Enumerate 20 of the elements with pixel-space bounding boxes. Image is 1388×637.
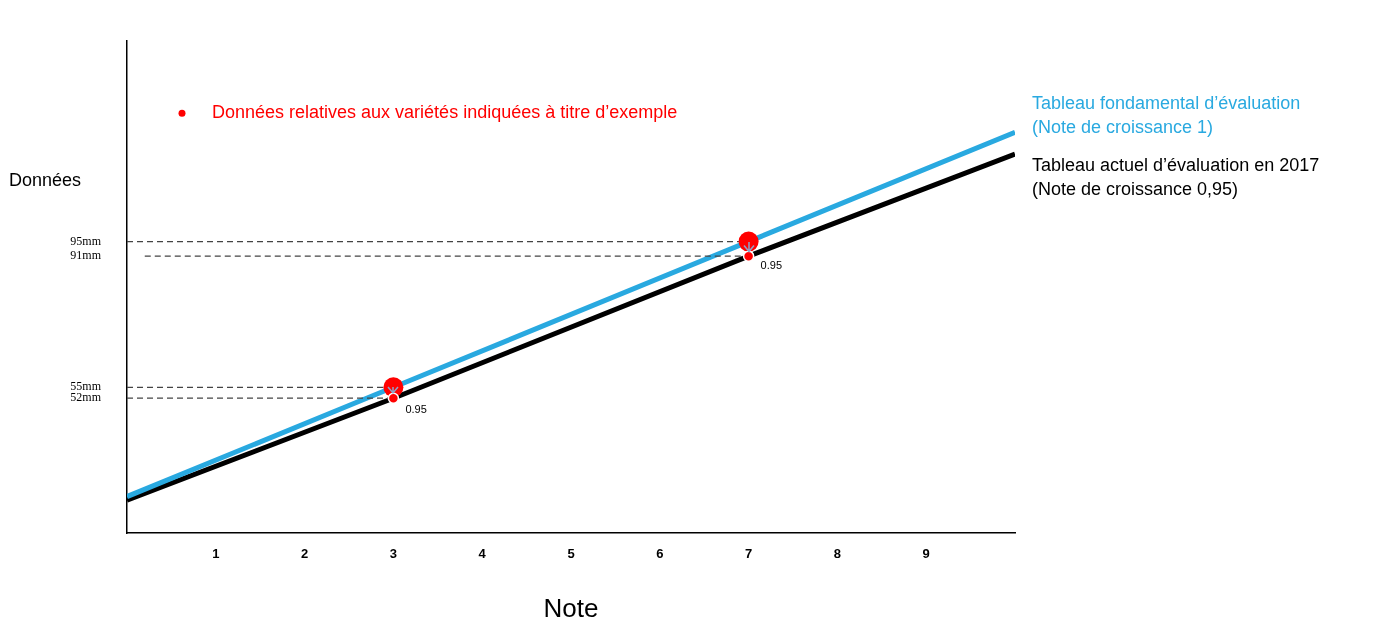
x-tick-label: 7 xyxy=(744,546,753,562)
annotation: 0.95 xyxy=(760,259,783,272)
legend-label: Données relatives aux variétés indiquées à titre d’exemple xyxy=(212,102,678,123)
x-tick-label: 6 xyxy=(656,546,664,562)
y-axis-title: Données xyxy=(9,170,82,191)
series-label: Tableau fondamental d’évaluation (Note de croissance 1) xyxy=(1032,93,1301,138)
x-tick-label: 4 xyxy=(478,546,487,562)
x-tick-label: 5 xyxy=(567,546,575,562)
series-label: Tableau actuel d’évaluation en 2017 (Note de croissance 0,95) xyxy=(1032,155,1320,200)
x-tick-label: 9 xyxy=(922,546,930,562)
x-tick-label: 1 xyxy=(212,546,220,562)
point xyxy=(387,392,400,404)
y-tick-label: 91mm xyxy=(70,248,102,263)
y-tick-label: 95mm xyxy=(70,233,102,248)
annotation: 0.95 xyxy=(405,403,427,416)
x-tick-label: 8 xyxy=(833,546,842,562)
x-tick-label: 3 xyxy=(389,546,398,562)
x-tick-label: 2 xyxy=(300,546,309,562)
point xyxy=(742,250,755,262)
x-axis-title: Note xyxy=(543,592,599,623)
